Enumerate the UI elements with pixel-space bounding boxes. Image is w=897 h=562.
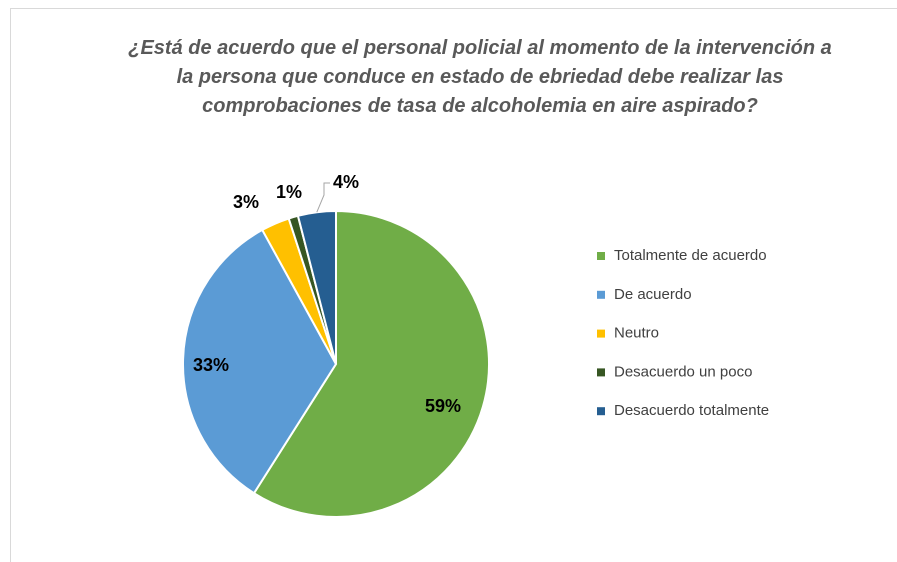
leader-line [316, 182, 330, 213]
legend-label: Desacuerdo un poco [614, 363, 752, 380]
data-label: 3% [233, 192, 259, 212]
data-label: 1% [276, 182, 302, 202]
legend-swatch [597, 290, 605, 299]
chart-border [10, 8, 897, 562]
legend-label: De acuerdo [614, 286, 692, 303]
legend-swatch [597, 368, 605, 377]
pie-slice [252, 209, 490, 518]
legend-swatch [597, 252, 605, 260]
pie-slice [296, 209, 337, 365]
data-label: 33% [193, 355, 229, 375]
legend-label: Neutro [614, 325, 659, 342]
legend-swatch [597, 407, 605, 416]
chart-title: ¿Está de acuerdo que el personal policia… [128, 37, 832, 117]
legend-label: Totalmente de acuerdo [614, 247, 767, 264]
legend-swatch [597, 329, 605, 338]
data-label: 59% [425, 396, 461, 416]
data-label: 4% [333, 172, 359, 192]
legend-label: Desacuerdo totalmente [614, 402, 769, 419]
